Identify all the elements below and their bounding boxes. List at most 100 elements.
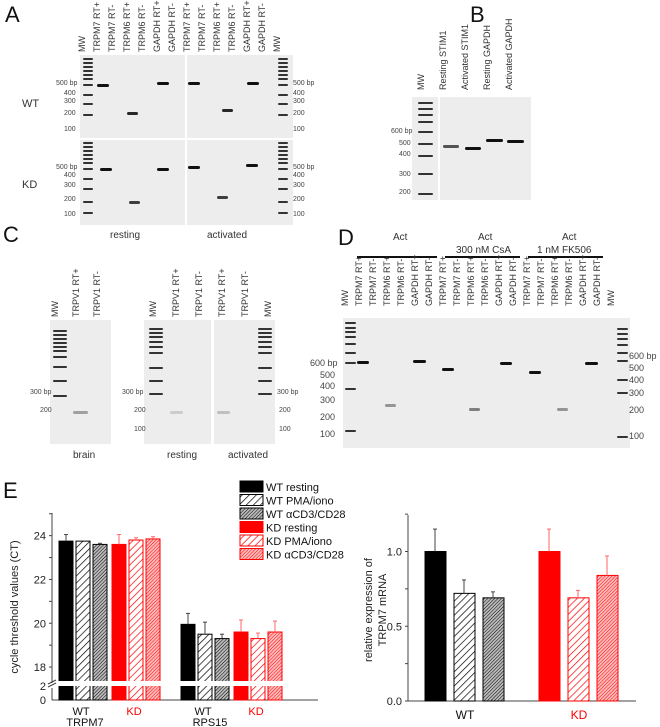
ladder-band (418, 121, 433, 123)
ladder-band (83, 162, 93, 164)
gel-c-activated (214, 320, 275, 444)
size-marker: 200 (40, 407, 52, 414)
ladder-band (418, 102, 433, 104)
lane-label: MW (340, 290, 350, 306)
dna-band (529, 371, 541, 374)
ladder-band (53, 356, 67, 358)
row-label-wt: WT (22, 98, 40, 110)
ladder-band (53, 338, 67, 340)
size-marker: 100 (629, 431, 645, 441)
lane-label: MW (77, 36, 87, 52)
size-marker: 200 (629, 405, 645, 415)
ladder-band (83, 201, 93, 203)
lane-label: TRPM7 RT+ (522, 255, 532, 306)
ladder-band (418, 131, 433, 133)
ladder-band (258, 341, 272, 343)
ladder-band (83, 58, 93, 60)
gel-a-kd-activated (187, 139, 293, 225)
ladder-band (149, 380, 163, 382)
lane-label: TRPM6 RT+ (122, 1, 132, 52)
ladder-band (617, 338, 628, 340)
size-marker: 600 bp (391, 128, 413, 135)
lane-label: TRPV1 RT+ (217, 268, 227, 317)
ladder-band (278, 201, 288, 203)
svg-text:24: 24 (34, 531, 46, 543)
ladder-band (83, 70, 93, 72)
lane-label: TRPM6 RT+ (382, 255, 392, 306)
svg-text:1.0: 1.0 (387, 547, 402, 559)
size-marker: 200 (279, 407, 291, 414)
size-marker: 200 (293, 196, 305, 203)
ladder-band (53, 395, 67, 397)
svg-text:WT αCD3/CD28: WT αCD3/CD28 (266, 509, 346, 521)
svg-text:KD PMA/iono: KD PMA/iono (266, 536, 332, 548)
lane-label: MW (606, 290, 616, 306)
svg-text:WT resting: WT resting (266, 482, 319, 494)
ladder-band (258, 332, 272, 334)
svg-text:relative expression of: relative expression of (363, 557, 375, 662)
ladder-band (278, 162, 288, 164)
lane-label: TRPM7 RT+ (92, 1, 102, 52)
size-marker: 100 (134, 426, 146, 433)
ladder-band (345, 388, 356, 390)
ladder-band (278, 142, 288, 144)
lane-label: GAPDH RT- (167, 3, 177, 52)
ladder-band (617, 392, 628, 394)
ladder-band (418, 173, 433, 175)
size-marker: 500 (629, 363, 645, 373)
size-marker: 400 (320, 381, 336, 391)
svg-text:18: 18 (34, 662, 46, 674)
dna-band (129, 201, 140, 204)
size-marker: 100 (293, 126, 305, 133)
size-marker: 600 bp (310, 358, 338, 368)
ladder-band (258, 367, 272, 369)
size-marker: 300 (399, 171, 411, 178)
svg-text:KD: KD (126, 706, 141, 718)
panel-letter-c: C (3, 222, 19, 247)
lane-label: GAPDH RT- (592, 257, 602, 306)
svg-text:TRPM7 mRNA: TRPM7 mRNA (377, 573, 389, 646)
size-marker: 300 (629, 388, 645, 398)
dna-band (247, 82, 259, 85)
ladder-band (418, 155, 433, 157)
gel-c-resting (144, 320, 211, 444)
ladder-band (83, 103, 93, 105)
ladder-band (278, 74, 288, 76)
ladder-band (149, 336, 163, 338)
lane-label: MW (50, 301, 60, 317)
ladder-band (149, 341, 163, 343)
lane-label: GAPDH RT+ (578, 254, 588, 306)
dna-band (500, 362, 512, 365)
ladder-band (83, 150, 93, 152)
lane-label: TRPM7 RT- (452, 258, 462, 306)
size-marker: 100 (293, 211, 305, 218)
lane-label: TRPM7 RT+ (438, 255, 448, 306)
dna-band (217, 411, 230, 414)
size-marker: 100 (279, 426, 291, 433)
ladder-band (345, 336, 356, 338)
svg-text:RPS15: RPS15 (193, 717, 228, 727)
ladder-band (83, 66, 93, 68)
svg-text:KD: KD (248, 706, 263, 718)
ladder-band (617, 436, 628, 438)
ladder-band (278, 168, 288, 170)
condition-resting: resting (110, 230, 141, 241)
ladder-band (149, 346, 163, 348)
dna-band (97, 84, 109, 87)
lane-label: TRPV1 RT+ (171, 268, 181, 317)
dna-band (413, 360, 426, 363)
ladder-band (83, 114, 93, 116)
ladder-band (278, 84, 288, 86)
row-label-kd: KD (22, 179, 38, 191)
ladder-band (83, 158, 93, 160)
ladder-band (53, 346, 67, 348)
group-csa: 300 nM CsA (456, 245, 512, 256)
lane-label: GAPDH RT- (508, 257, 518, 306)
ladder-band (258, 393, 272, 395)
dna-band (157, 168, 169, 171)
dna-band (443, 145, 459, 148)
lane-label: MW (148, 301, 158, 317)
ladder-band (83, 146, 93, 148)
svg-text:KD resting: KD resting (266, 523, 317, 535)
dna-band (442, 368, 454, 371)
